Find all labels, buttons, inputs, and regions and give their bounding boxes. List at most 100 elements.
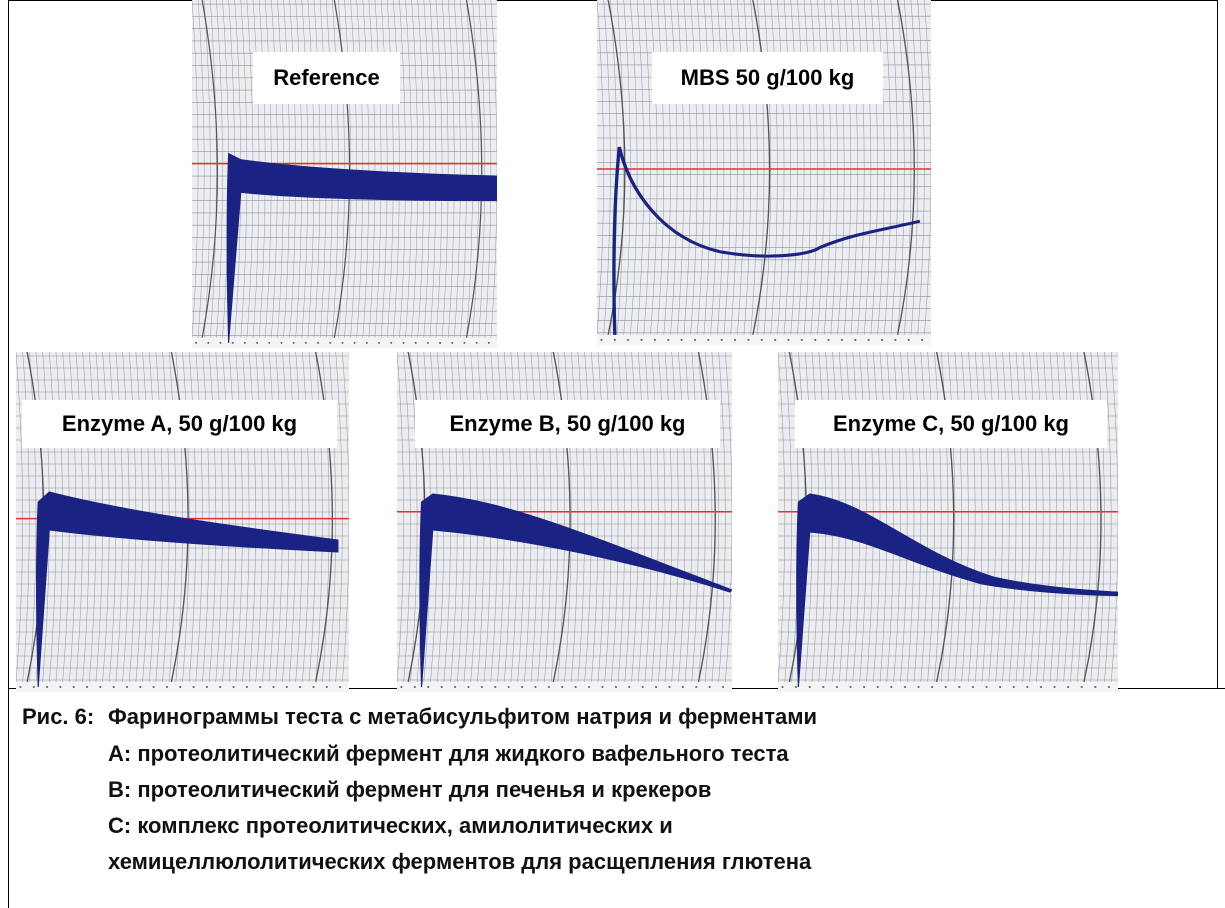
- dot: [192, 686, 195, 688]
- grid-line: [676, 0, 685, 335]
- grid-line: [890, 0, 898, 335]
- grid-line: [658, 352, 666, 683]
- grid-arc: [201, 0, 218, 338]
- dot: [125, 686, 129, 688]
- grid-line: [308, 352, 316, 683]
- grid-line: [380, 0, 388, 338]
- grid-line: [684, 352, 693, 683]
- grid-line: [696, 0, 705, 335]
- grid-line: [322, 352, 330, 683]
- grid-line: [22, 352, 30, 683]
- grid-line: [490, 0, 497, 338]
- grid-line: [863, 0, 872, 335]
- dot: [894, 338, 897, 341]
- dot: [219, 341, 222, 344]
- grid-line: [817, 0, 825, 335]
- grid-line: [386, 0, 394, 338]
- grid-line: [460, 0, 467, 338]
- grid-line: [783, 0, 791, 335]
- grid-line: [222, 352, 230, 683]
- grid-line: [810, 0, 818, 335]
- grid-line: [683, 0, 691, 335]
- grid-line: [664, 352, 672, 683]
- dot: [693, 338, 697, 341]
- grid-line: [405, 0, 412, 338]
- panel-label: Enzyme C, 50 g/100 kg: [795, 400, 1107, 448]
- strip: [778, 682, 1118, 692]
- dot: [814, 338, 817, 341]
- grid-arc: [1083, 352, 1102, 683]
- grid-line: [235, 352, 243, 683]
- dot: [574, 686, 577, 688]
- grid-line: [435, 0, 443, 338]
- grid-line: [763, 0, 771, 335]
- grid-line: [315, 352, 323, 683]
- grid-line: [584, 352, 592, 683]
- grid-arc: [935, 352, 955, 683]
- dot: [587, 686, 591, 688]
- grid-line: [429, 0, 437, 338]
- dot: [760, 338, 763, 341]
- grid-line: [671, 352, 679, 683]
- grid-line: [784, 352, 792, 683]
- dot: [1094, 686, 1097, 688]
- grid-line: [591, 352, 599, 683]
- grid-arc: [752, 0, 771, 335]
- dot: [721, 686, 725, 688]
- grid-line: [410, 352, 418, 683]
- dot: [840, 338, 844, 341]
- grid-line: [778, 352, 786, 683]
- dot: [640, 338, 643, 341]
- grid-line: [1042, 352, 1051, 683]
- panel-label: Enzyme B, 50 g/100 kg: [415, 400, 720, 448]
- grid-line: [342, 352, 349, 683]
- grid-line: [611, 352, 619, 683]
- dot: [667, 338, 670, 341]
- dot: [561, 686, 564, 688]
- grid-line: [215, 352, 223, 683]
- grid-line: [872, 352, 881, 683]
- grid-line: [597, 0, 604, 335]
- grid-line: [691, 352, 699, 683]
- dot: [863, 686, 866, 688]
- dot: [931, 686, 934, 688]
- dot: [426, 341, 429, 344]
- grid-line: [411, 0, 418, 338]
- dot: [365, 341, 368, 344]
- grid-line: [947, 352, 956, 683]
- grid-line: [623, 0, 631, 335]
- dot: [317, 341, 320, 344]
- grid-line: [197, 0, 205, 338]
- dot: [402, 341, 405, 344]
- grid-line: [1036, 352, 1044, 683]
- dot: [1026, 686, 1029, 688]
- grid-line: [643, 0, 651, 335]
- caption-line: C: комплекс протеолитических, амилолитич…: [108, 813, 673, 838]
- grid-line: [954, 352, 962, 683]
- dot: [601, 686, 604, 688]
- grid-line: [663, 0, 671, 335]
- panel-label: MBS 50 g/100 kg: [652, 52, 883, 104]
- grid-line: [466, 0, 473, 338]
- caption-line: Фаринограммы теста с метабисульфитом нат…: [108, 704, 818, 729]
- grid-line: [441, 0, 449, 338]
- grid-line: [636, 0, 645, 335]
- caption-line: хемицеллюлолитических ферментов для расщ…: [108, 849, 812, 874]
- dot: [787, 338, 790, 341]
- grid-line: [730, 0, 738, 335]
- dot: [507, 686, 510, 688]
- dot: [1080, 686, 1083, 688]
- dot: [534, 686, 537, 688]
- dot: [390, 341, 393, 344]
- dot: [400, 686, 403, 688]
- dot: [312, 686, 315, 688]
- grid-line: [393, 0, 400, 338]
- grid-line: [927, 352, 935, 683]
- grid-line: [550, 352, 559, 683]
- grid-line: [737, 0, 745, 335]
- grid-line: [743, 0, 751, 335]
- grid-line: [208, 352, 217, 683]
- dot: [272, 686, 275, 688]
- grid-line: [698, 352, 706, 683]
- curve: [612, 146, 921, 335]
